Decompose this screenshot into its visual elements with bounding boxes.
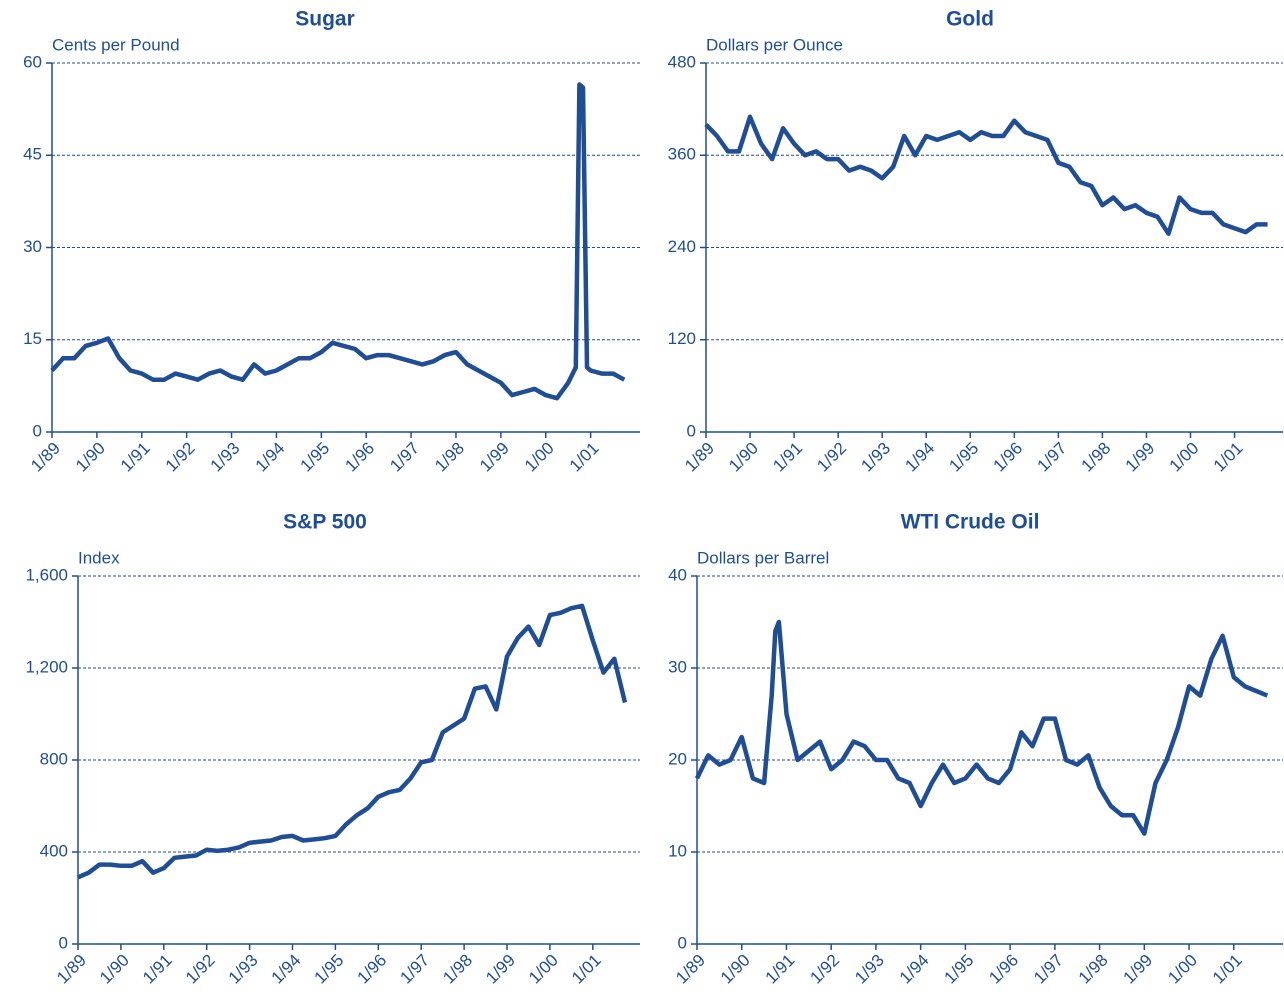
x-tick-label: 1/00 [1166, 439, 1203, 476]
x-tick-label: 1/92 [806, 951, 843, 988]
x-tick-label: 1/90 [717, 951, 754, 988]
x-tick-label: 1/93 [207, 439, 244, 476]
y-tick-label: 30 [668, 657, 687, 676]
x-tick-label: 1/00 [521, 439, 558, 476]
x-tick-label: 1/01 [1209, 951, 1246, 988]
x-tick-label: 1/99 [482, 951, 519, 988]
x-tick-label: 1/93 [851, 951, 888, 988]
x-tick-label: 1/01 [1210, 439, 1247, 476]
y-axis-label: Dollars per Ounce [706, 35, 843, 54]
y-tick-label: 45 [23, 145, 42, 164]
x-tick-label: 1/95 [311, 951, 348, 988]
y-tick-label: 15 [23, 329, 42, 348]
x-tick-label: 1/00 [525, 951, 562, 988]
y-axis-label: Dollars per Barrel [697, 548, 829, 567]
chart-title: Gold [946, 8, 994, 31]
x-tick-label: 1/91 [769, 439, 806, 476]
y-tick-label: 0 [687, 421, 696, 440]
data-line [704, 114, 1268, 236]
x-tick-label: 1/00 [1164, 951, 1201, 988]
x-tick-label: 1/92 [182, 951, 219, 988]
y-tick-label: 400 [40, 841, 68, 860]
x-tick-label: 1/01 [566, 439, 603, 476]
x-tick-label: 1/93 [857, 439, 894, 476]
x-tick-label: 1/89 [672, 951, 709, 988]
y-tick-label: 0 [33, 421, 42, 440]
y-tick-label: 1,200 [25, 657, 68, 676]
x-tick-label: 1/97 [1030, 951, 1067, 988]
y-tick-label: 120 [668, 329, 696, 348]
x-tick-label: 1/92 [813, 439, 850, 476]
x-tick-label: 1/99 [1122, 439, 1159, 476]
x-tick-label: 1/99 [476, 439, 513, 476]
chart-title: S&P 500 [283, 511, 367, 534]
x-tick-label: 1/92 [162, 439, 199, 476]
x-tick-label: 1/98 [439, 951, 476, 988]
y-tick-label: 240 [668, 237, 696, 256]
x-tick-label: 1/89 [53, 951, 90, 988]
y-tick-label: 30 [23, 237, 42, 256]
y-tick-label: 800 [40, 749, 68, 768]
data-line [77, 603, 628, 880]
x-tick-label: 1/97 [1034, 439, 1071, 476]
x-tick-label: 1/95 [296, 439, 333, 476]
y-tick-label: 10 [668, 841, 687, 860]
x-tick-label: 1/91 [762, 951, 799, 988]
data-line [694, 619, 1269, 836]
x-tick-label: 1/01 [568, 951, 605, 988]
y-tick-label: 360 [668, 145, 696, 164]
y-tick-label: 1,600 [25, 565, 68, 584]
y-tick-label: 60 [23, 52, 42, 71]
x-tick-label: 1/95 [941, 951, 978, 988]
x-tick-label: 1/91 [139, 951, 176, 988]
x-tick-label: 1/90 [72, 439, 109, 476]
chart-title: WTI Crude Oil [901, 511, 1040, 534]
x-tick-label: 1/89 [27, 439, 64, 476]
x-tick-label: 1/97 [396, 951, 433, 988]
y-tick-label: 20 [668, 749, 687, 768]
data-line [50, 82, 626, 401]
x-tick-label: 1/96 [985, 951, 1022, 988]
x-tick-label: 1/96 [989, 439, 1026, 476]
y-tick-label: 480 [668, 52, 696, 71]
x-tick-label: 1/98 [1078, 439, 1115, 476]
x-tick-label: 1/94 [268, 951, 305, 988]
y-axis-label: Index [78, 548, 120, 567]
y-tick-label: 0 [678, 933, 687, 952]
x-tick-label: 1/96 [341, 439, 378, 476]
x-tick-label: 1/90 [96, 951, 133, 988]
x-tick-label: 1/99 [1119, 951, 1156, 988]
x-tick-label: 1/95 [945, 439, 982, 476]
x-tick-label: 1/94 [896, 951, 933, 988]
x-tick-label: 1/90 [725, 439, 762, 476]
x-tick-label: 1/94 [252, 439, 289, 476]
y-axis-label: Cents per Pound [52, 35, 180, 54]
x-tick-label: 1/98 [1075, 951, 1112, 988]
x-tick-label: 1/91 [117, 439, 154, 476]
x-tick-label: 1/93 [225, 951, 262, 988]
y-tick-label: 0 [59, 933, 68, 952]
chart-title: Sugar [295, 8, 355, 31]
x-tick-label: 1/94 [901, 439, 938, 476]
x-tick-label: 1/97 [386, 439, 423, 476]
x-tick-label: 1/98 [431, 439, 468, 476]
x-tick-label: 1/89 [681, 439, 718, 476]
x-tick-label: 1/96 [353, 951, 390, 988]
y-tick-label: 40 [668, 565, 687, 584]
